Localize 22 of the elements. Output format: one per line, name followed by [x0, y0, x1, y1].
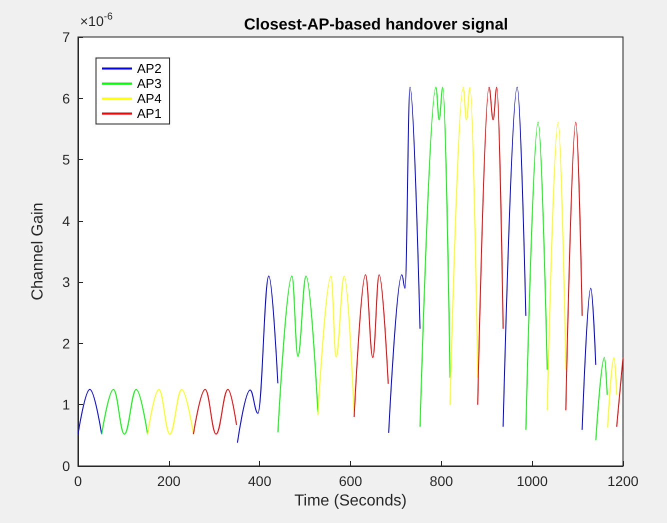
- x-tick-label: 600: [338, 473, 362, 489]
- x-axis-title: Time (Seconds): [294, 492, 407, 510]
- y-tick-label: 5: [62, 152, 70, 168]
- legend-label: AP4: [137, 91, 162, 106]
- y-tick-label: 1: [62, 396, 70, 413]
- x-tick-label: 1200: [607, 473, 639, 489]
- x-tick-label: 400: [248, 473, 272, 489]
- y-tick-label: 4: [62, 212, 70, 229]
- legend-label: AP1: [137, 106, 162, 121]
- y-tick-label: 6: [62, 90, 70, 106]
- x-tick-label: 800: [430, 473, 454, 489]
- x-tick-label: 0: [74, 473, 82, 489]
- y-tick-label: 0: [62, 458, 70, 474]
- chart-title: Closest-AP-based handover signal: [244, 16, 508, 34]
- legend-label: AP2: [137, 61, 162, 76]
- y-tick-label: 3: [62, 274, 70, 290]
- x-tick-label: 200: [157, 473, 181, 489]
- y-tick-label: 2: [62, 335, 70, 352]
- y-axis-title: Channel Gain: [30, 202, 46, 300]
- y-tick-label: 7: [62, 29, 70, 45]
- x-tick-label: 1000: [516, 473, 548, 489]
- legend-label: AP3: [137, 76, 162, 91]
